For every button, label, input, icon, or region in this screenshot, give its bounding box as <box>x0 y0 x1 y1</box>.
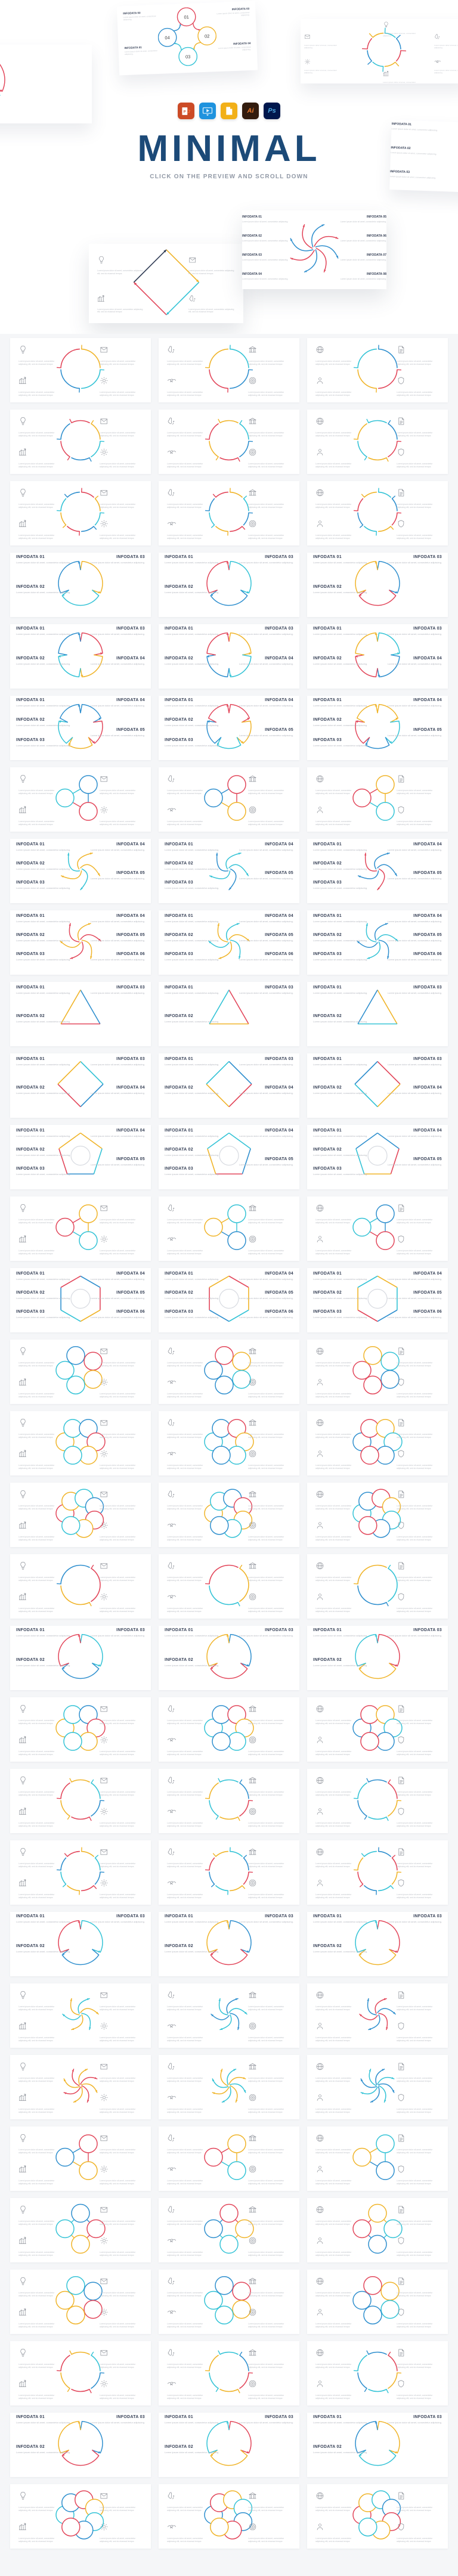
svg-text:02: 02 <box>205 33 210 39</box>
svg-text:P: P <box>183 110 185 113</box>
svg-text:01: 01 <box>184 14 189 20</box>
svg-text:04: 04 <box>165 35 170 41</box>
svg-text:03: 03 <box>185 54 191 60</box>
